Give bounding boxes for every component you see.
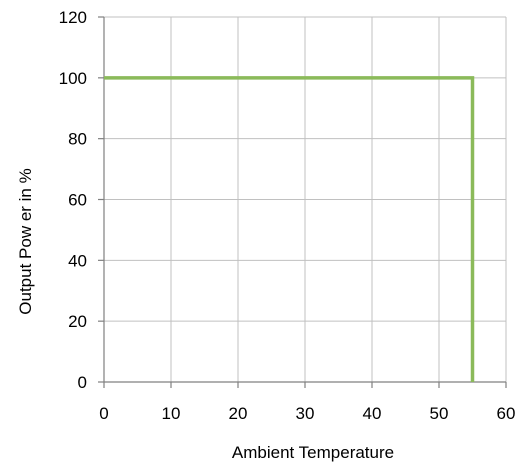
x-tick-label-40: 40 — [363, 404, 382, 423]
y-tick-label-120: 120 — [59, 8, 87, 27]
y-tick-label-100: 100 — [59, 69, 87, 88]
y-tick-label-40: 40 — [68, 251, 87, 270]
axes — [98, 16, 507, 388]
x-axis-title: Ambient Temperature — [232, 443, 394, 462]
x-tick-label-0: 0 — [99, 404, 108, 423]
x-tick-label-50: 50 — [430, 404, 449, 423]
y-axis-title: Output Pow er in % — [16, 168, 35, 314]
grid-lines — [104, 16, 507, 382]
x-tick-label-60: 60 — [497, 404, 516, 423]
tick-labels: 0 20 40 60 80 100 120 0 10 20 30 40 50 60 — [59, 8, 516, 423]
x-tick-label-20: 20 — [229, 404, 248, 423]
y-tick-label-20: 20 — [68, 312, 87, 331]
y-tick-label-0: 0 — [78, 373, 87, 392]
y-tick-label-60: 60 — [68, 191, 87, 210]
series-layer — [104, 76, 475, 382]
x-tick-label-30: 30 — [296, 404, 315, 423]
series-line-0 — [104, 76, 475, 382]
y-tick-label-80: 80 — [68, 130, 87, 149]
x-tick-label-10: 10 — [162, 404, 181, 423]
